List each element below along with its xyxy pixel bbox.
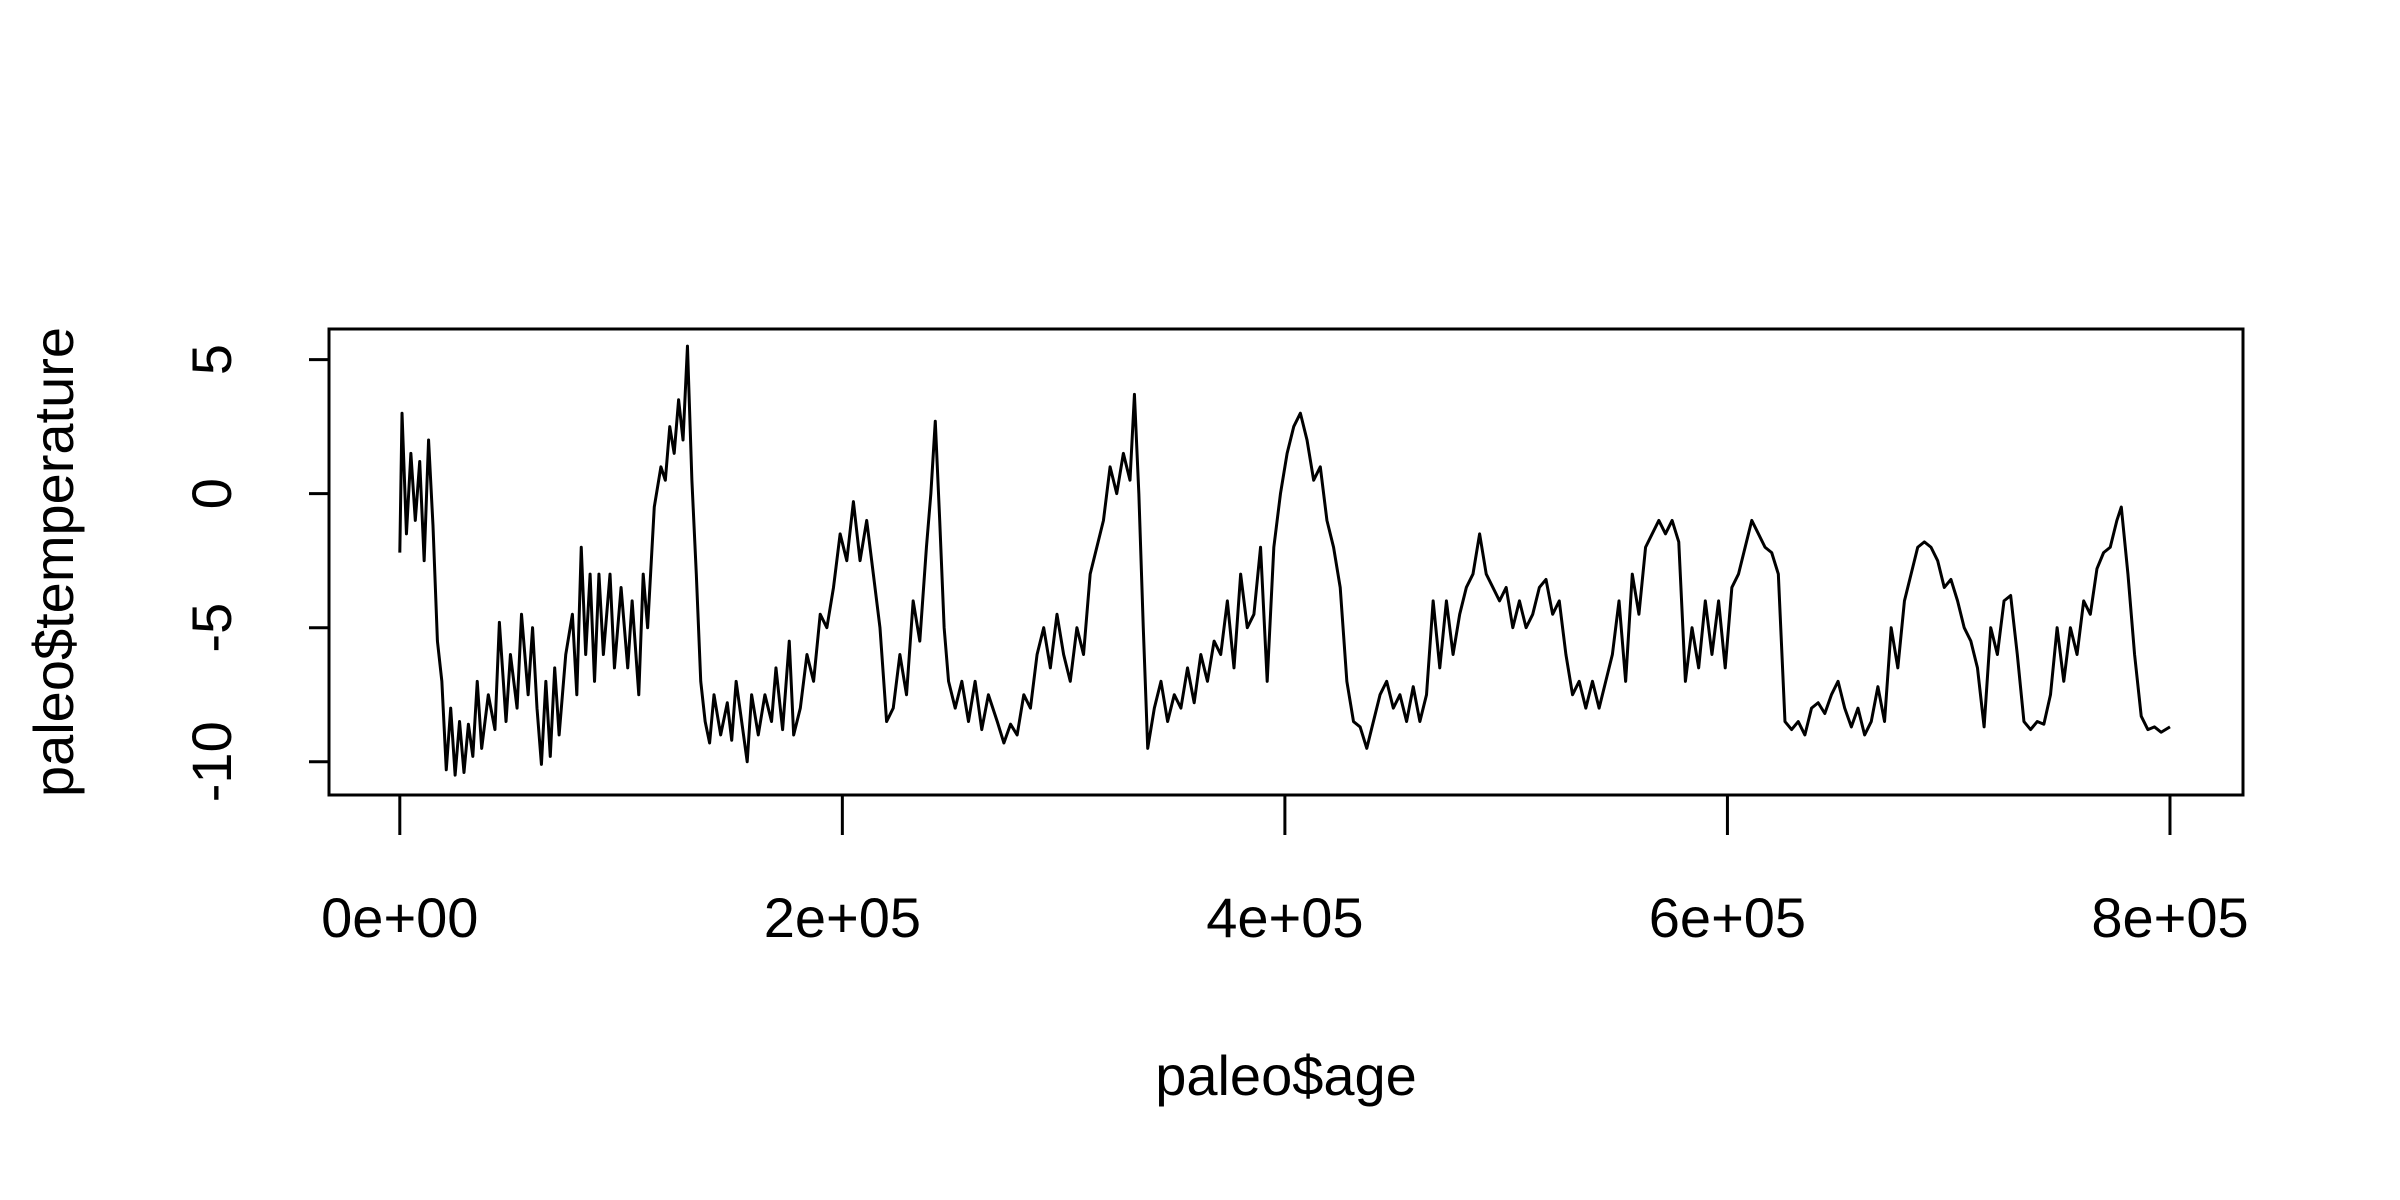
x-tick-label: 6e+05 <box>1649 886 1806 949</box>
y-tick-label: -10 <box>180 721 243 802</box>
x-tick-label: 4e+05 <box>1206 886 1363 949</box>
data-line <box>398 344 2171 777</box>
y-tick-label: 5 <box>180 344 243 375</box>
x-axis-label: paleo$age <box>1155 1044 1417 1107</box>
y-tick-label: -5 <box>180 603 243 653</box>
y-tick-label: 0 <box>180 478 243 509</box>
x-tick-label: 8e+05 <box>2091 886 2248 949</box>
y-axis-label: paleo$temperature <box>22 327 85 797</box>
x-tick-label: 0e+00 <box>321 886 478 949</box>
x-tick-label: 2e+05 <box>764 886 921 949</box>
